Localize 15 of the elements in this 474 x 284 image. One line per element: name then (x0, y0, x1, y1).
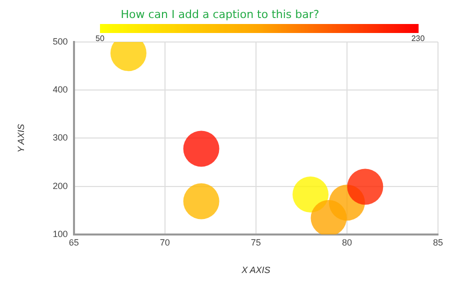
color-bar-label: 230 (411, 34, 426, 44)
x-axis-title: X AXIS (240, 265, 270, 276)
color-bar-label: 50 (96, 34, 105, 44)
x-tick-label: 65 (68, 237, 79, 248)
y-tick-label: 100 (52, 228, 68, 239)
x-tick-label: 85 (432, 237, 444, 248)
y-tick-label: 400 (52, 84, 68, 95)
x-tick-label: 75 (250, 237, 261, 248)
color-bar-title: How can I add a caption to this bar? (120, 8, 320, 21)
y-tick-label: 200 (52, 180, 68, 191)
x-tick-label: 80 (342, 237, 352, 248)
x-tick-label: 70 (160, 237, 170, 248)
y-tick-label: 500 (52, 36, 68, 46)
y-axis-title: Y AXIS (16, 124, 26, 152)
y-tick-label: 300 (52, 132, 68, 143)
